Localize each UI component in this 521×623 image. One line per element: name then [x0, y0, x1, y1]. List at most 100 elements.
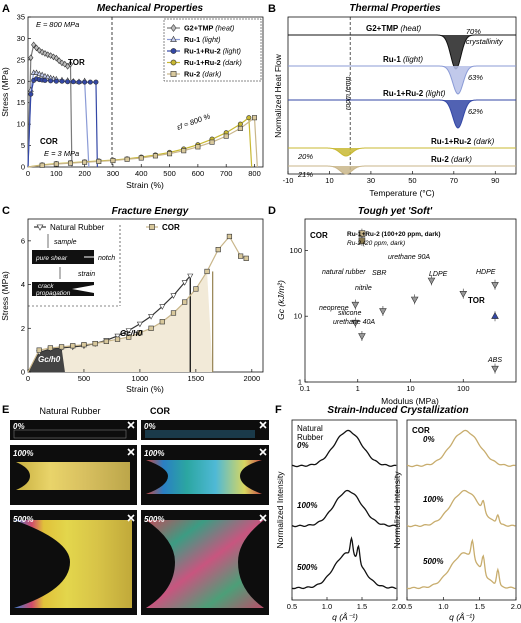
trace-fill — [428, 100, 475, 128]
data-point — [491, 282, 499, 290]
x-tick-label: 70 — [450, 176, 458, 185]
y-tick-label: 15 — [17, 98, 25, 107]
panel-d-letter: D — [268, 205, 276, 217]
legend-box — [163, 18, 262, 82]
panel-b-frame — [287, 16, 517, 175]
data-point — [48, 78, 54, 84]
data-point — [36, 347, 42, 353]
trace-label: Ru-1+Ru-2 (light) — [383, 89, 446, 98]
crystallinity-value: 70% — [466, 27, 481, 36]
y-tick-label: 2 — [21, 324, 25, 333]
x-tick-label: 1.5 — [357, 602, 367, 611]
data-point — [491, 311, 499, 319]
data-point — [47, 345, 53, 351]
data-point — [50, 53, 57, 61]
y-tick-label: 20 — [17, 77, 25, 86]
x-tick-label: -10 — [283, 176, 294, 185]
strain-label: 100% — [423, 495, 443, 504]
data-point — [159, 304, 166, 310]
panel-a-legend: G2+TMP (heat) Ru-1 (light) Ru-1+Ru-2 (ligh… — [163, 18, 262, 82]
annotation-modulus-low: E = 3 MPa — [44, 149, 79, 158]
data-point — [53, 78, 59, 84]
y-tick-label: 1 — [298, 378, 302, 387]
panel-e-col-right: COR — [150, 406, 171, 416]
panel-c-title: Fracture Energy — [112, 206, 189, 217]
panel-f-right-title: COR — [412, 426, 430, 435]
data-point — [410, 296, 419, 304]
photo-nr-0-outline — [13, 429, 127, 439]
panel-f-letter: F — [275, 404, 282, 416]
panel-c-series — [27, 233, 249, 373]
panel-a-xlabel: Strain (%) — [126, 180, 164, 190]
y-tick-label: 10 — [17, 120, 25, 129]
data-point — [67, 160, 73, 166]
data-point — [252, 115, 258, 121]
inset-sample-label: sample — [54, 239, 77, 246]
data-point — [93, 79, 99, 85]
x-tick-label: 2000 — [243, 374, 260, 383]
data-point — [246, 115, 252, 121]
inset-crack-label: crack — [38, 283, 54, 290]
panel-f-left-title-1: Natural — [297, 424, 323, 433]
data-point — [53, 161, 59, 167]
x-tick-label: 30 — [367, 176, 375, 185]
y-tick-label: 0 — [21, 163, 25, 172]
panel-f-xlabel-right: q (Å⁻¹) — [449, 612, 475, 622]
photo-cor-100-sample — [146, 460, 262, 494]
inset-strain-label: strain — [78, 271, 95, 278]
crystallinity-note: crystallinity — [466, 37, 504, 46]
legend-marker — [170, 59, 177, 66]
inset-crack-notch — [72, 285, 94, 293]
crystallinity-value: 62% — [468, 107, 483, 116]
legend-label: G2+TMP (heat) — [184, 24, 234, 33]
close-icon — [259, 421, 267, 429]
x-tick-label: 0.5 — [287, 602, 297, 611]
data-point — [53, 54, 59, 62]
data-point — [137, 330, 143, 336]
data-point — [39, 162, 45, 168]
x-tick-label: 500 — [78, 374, 91, 383]
y-tick-label: 25 — [17, 55, 25, 64]
panel-a-frame — [27, 16, 264, 168]
trace-fill — [428, 66, 475, 94]
panel-b: B Thermal Properties -10 10 30 50 70 90 Tempe… — [268, 3, 517, 198]
panel-f-title: Strain-Induced Crystallization — [327, 405, 468, 416]
data-point — [243, 255, 249, 261]
annotation-modulus-high: E ≈ 800 MPa — [36, 20, 79, 29]
x-tick-label: 1500 — [188, 374, 205, 383]
close-icon — [259, 514, 267, 522]
panel-c-ticks: 0 500 1000 1500 2000 0 2 4 6 — [21, 236, 260, 383]
data-point — [223, 133, 229, 139]
data-point — [170, 310, 177, 316]
trace-line — [288, 147, 516, 157]
y-tick-label: 0 — [21, 368, 25, 377]
data-point — [170, 293, 177, 299]
panel-f-left-frame — [291, 419, 398, 601]
panel-f-xlabel-left: q (Å⁻¹) — [332, 612, 358, 622]
series-line — [27, 275, 191, 373]
panel-a: A Mechanical Properties 0 100 200 300 400 500… — [0, 3, 264, 190]
x-tick-label: 1.5 — [474, 602, 484, 611]
y-tick-label: 4 — [21, 280, 25, 289]
x-tick-label: 2.0 — [392, 602, 402, 611]
trace-fill — [426, 35, 473, 69]
panel-f-ylabel-right: Normalized Intensity — [392, 471, 402, 549]
data-point — [167, 151, 173, 157]
trace-line — [288, 99, 516, 129]
data-point — [358, 237, 366, 245]
panel-c-xlabel: Strain (%) — [126, 384, 164, 394]
panel-b-letter: B — [268, 3, 276, 15]
panel-a-letter: A — [2, 3, 10, 15]
panel-c-letter: C — [2, 205, 10, 217]
data-point — [56, 57, 62, 65]
data-point — [204, 268, 210, 275]
x-tick-label: 800 — [248, 169, 261, 178]
data-point — [148, 314, 155, 320]
panel-d-ylabel: Gc (kJ/m²) — [276, 280, 286, 320]
legend-label: Ru-1 (light) — [184, 35, 221, 44]
data-point — [42, 77, 48, 83]
data-point — [96, 158, 102, 164]
data-point — [237, 121, 243, 127]
